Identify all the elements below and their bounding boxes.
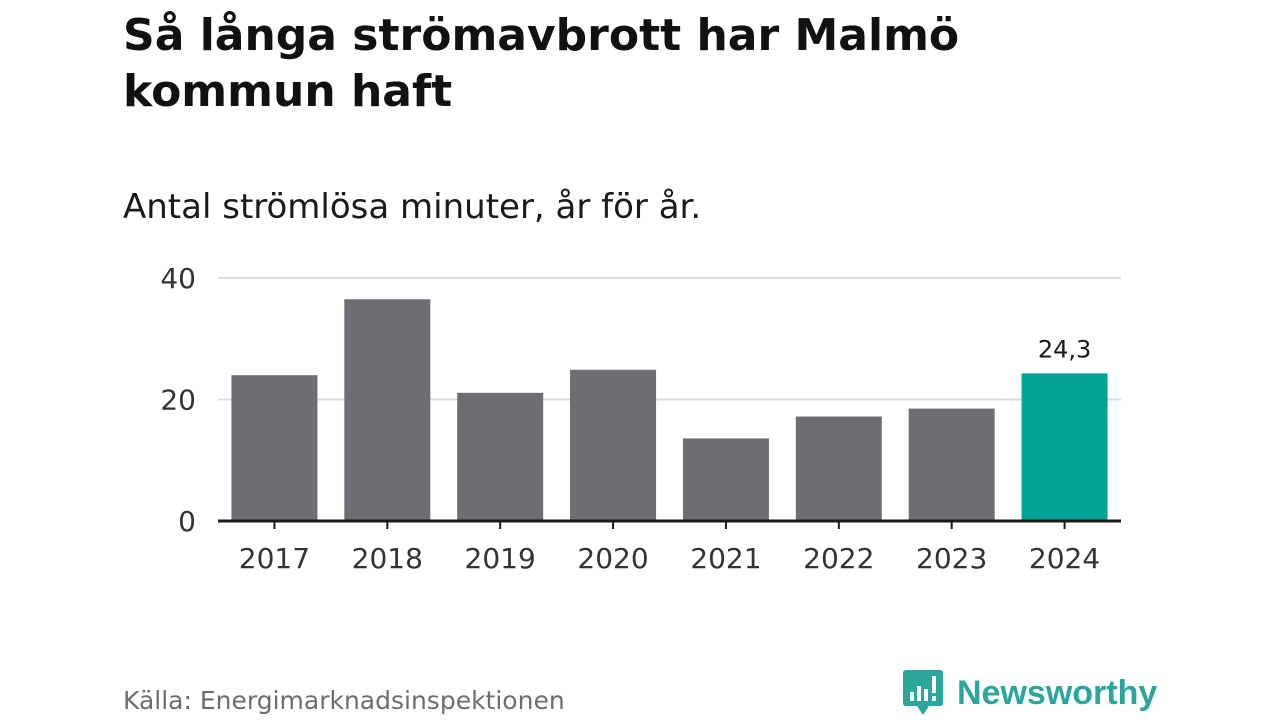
y-tick-label: 40 [160, 262, 196, 295]
newsworthy-logo-icon [903, 670, 943, 715]
bar [795, 416, 882, 521]
y-tick-label: 0 [178, 505, 196, 538]
bar [908, 408, 995, 521]
bar-chart: 0 20 40 2017 2018 2019 2020 2021 2022 2023 2024 24,… [160, 262, 1121, 575]
source-note: Källa: Energimarknadsinspektionen [123, 686, 565, 715]
bar [570, 369, 657, 521]
x-tick-label: 2023 [916, 542, 987, 575]
x-tick-label: 2024 [1029, 542, 1100, 575]
chart-subtitle: Antal strömlösa minuter, år för år. [123, 187, 702, 227]
bar [682, 438, 769, 521]
brand-name: Newsworthy [957, 673, 1158, 712]
brand: Newsworthy [903, 670, 1157, 716]
x-tick-label: 2021 [690, 542, 761, 575]
x-tick-label: 2018 [352, 542, 423, 575]
bar-highlight [1021, 373, 1108, 521]
x-tick-label: 2020 [577, 542, 648, 575]
data-label: 24,3 [1038, 335, 1091, 363]
bar [457, 392, 544, 521]
y-tick-label: 20 [160, 384, 196, 417]
x-tick-label: 2019 [465, 542, 536, 575]
bar [344, 299, 431, 521]
bar [231, 375, 318, 521]
x-tick-label: 2017 [239, 542, 310, 575]
x-tick-label: 2022 [803, 542, 874, 575]
chart-title: Så långa strömavbrott har Malmö kommun h… [123, 10, 960, 117]
